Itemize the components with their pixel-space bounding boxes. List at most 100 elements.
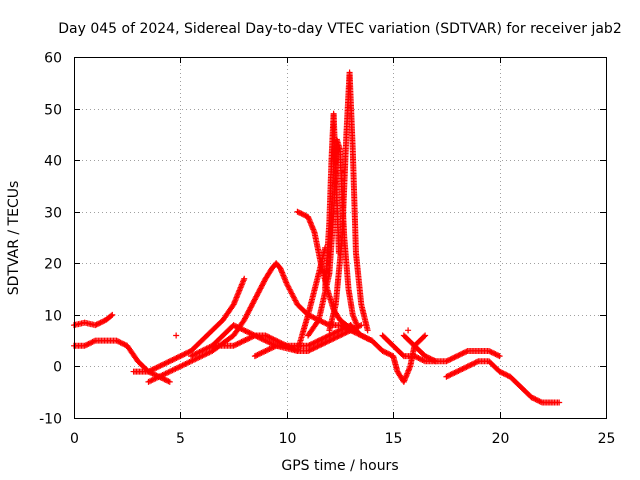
data-point bbox=[334, 328, 341, 335]
data-point bbox=[185, 349, 192, 356]
data-point bbox=[333, 334, 340, 341]
data-point bbox=[411, 353, 418, 360]
outlier-point bbox=[405, 327, 412, 334]
data-point bbox=[180, 351, 187, 358]
data-point bbox=[246, 335, 253, 342]
data-point bbox=[428, 356, 435, 363]
data-point bbox=[444, 373, 451, 380]
data-point bbox=[330, 330, 337, 337]
data-point bbox=[235, 324, 242, 331]
data-point bbox=[321, 319, 328, 326]
data-point bbox=[263, 347, 270, 354]
data-point bbox=[117, 339, 124, 346]
data-point bbox=[454, 368, 461, 375]
data-point bbox=[426, 355, 433, 362]
data-point bbox=[334, 333, 341, 340]
data-point bbox=[472, 359, 479, 366]
data-point bbox=[181, 351, 188, 358]
data-point bbox=[148, 367, 155, 374]
data-point bbox=[116, 338, 123, 345]
data-point bbox=[422, 332, 429, 339]
data-point bbox=[424, 354, 431, 361]
series-track-d bbox=[145, 260, 374, 385]
data-point bbox=[338, 326, 345, 333]
data-point bbox=[322, 339, 329, 346]
data-point bbox=[455, 352, 462, 359]
data-point bbox=[173, 355, 180, 362]
data-point bbox=[321, 340, 328, 347]
data-point bbox=[243, 328, 250, 335]
data-point bbox=[491, 350, 498, 357]
data-series bbox=[71, 69, 563, 406]
data-point bbox=[234, 340, 241, 347]
data-point bbox=[456, 351, 463, 358]
series-track-g bbox=[251, 322, 353, 360]
data-point bbox=[267, 345, 274, 352]
data-point bbox=[82, 342, 89, 349]
data-point bbox=[318, 336, 325, 343]
data-point bbox=[309, 346, 316, 353]
data-point bbox=[458, 351, 465, 358]
data-point bbox=[448, 371, 455, 378]
data-point bbox=[90, 338, 97, 345]
data-point bbox=[314, 318, 321, 325]
data-point bbox=[459, 350, 466, 357]
data-point bbox=[451, 369, 458, 376]
data-point bbox=[427, 355, 434, 362]
data-point bbox=[493, 351, 500, 358]
data-point bbox=[470, 360, 476, 367]
data-point bbox=[237, 339, 244, 346]
y-tick-label: 10 bbox=[44, 309, 62, 325]
data-point bbox=[423, 353, 430, 360]
data-point bbox=[231, 342, 238, 349]
data-point bbox=[92, 322, 99, 329]
data-point bbox=[327, 336, 334, 343]
data-point bbox=[294, 208, 301, 215]
x-tick-label: 20 bbox=[492, 431, 510, 447]
data-point bbox=[354, 322, 361, 329]
data-point bbox=[317, 342, 324, 349]
data-point bbox=[164, 377, 171, 384]
data-point bbox=[121, 341, 128, 348]
data-point bbox=[323, 333, 330, 340]
data-point bbox=[170, 356, 177, 363]
data-point bbox=[239, 338, 246, 345]
data-point bbox=[535, 397, 542, 404]
data-point bbox=[118, 340, 125, 347]
data-point bbox=[364, 335, 371, 342]
data-point bbox=[338, 331, 345, 338]
data-point bbox=[243, 336, 250, 343]
series-track-c bbox=[130, 277, 247, 375]
data-point bbox=[237, 325, 244, 332]
data-point bbox=[488, 349, 495, 356]
data-point bbox=[446, 372, 453, 379]
data-point bbox=[455, 367, 462, 374]
y-axis-label: SDTVAR / TECUs bbox=[6, 181, 22, 296]
data-point bbox=[156, 363, 163, 370]
data-point bbox=[387, 351, 394, 358]
series-track-j bbox=[322, 110, 342, 293]
data-point bbox=[231, 322, 238, 329]
series-track-a bbox=[71, 312, 115, 329]
data-point bbox=[255, 351, 262, 358]
data-point bbox=[178, 352, 185, 359]
x-axis-label: GPS time / hours bbox=[281, 458, 398, 474]
data-point bbox=[451, 354, 458, 361]
x-tick-label: 0 bbox=[70, 431, 79, 447]
data-point bbox=[485, 347, 492, 354]
data-point bbox=[166, 378, 173, 385]
data-point bbox=[301, 211, 308, 218]
data-point bbox=[270, 336, 277, 343]
data-point bbox=[150, 366, 157, 373]
data-point bbox=[298, 210, 305, 217]
data-point bbox=[468, 361, 475, 368]
data-point bbox=[339, 331, 346, 338]
data-point bbox=[443, 358, 450, 365]
data-point bbox=[448, 355, 455, 362]
data-point bbox=[269, 335, 276, 342]
data-point bbox=[422, 353, 429, 360]
data-point bbox=[162, 376, 169, 383]
data-point bbox=[456, 367, 463, 374]
data-point bbox=[250, 333, 257, 340]
data-point bbox=[146, 367, 153, 374]
